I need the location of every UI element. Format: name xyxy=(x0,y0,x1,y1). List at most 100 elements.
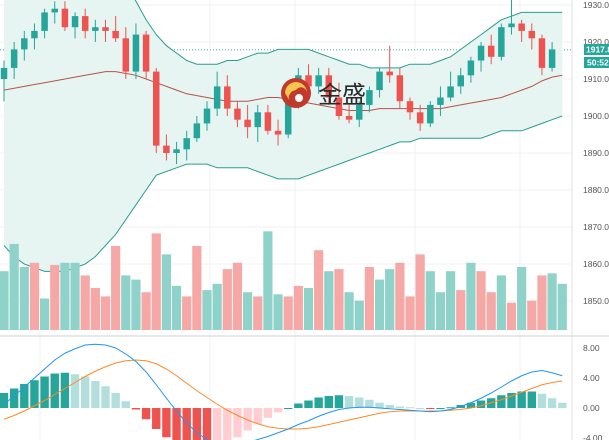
macd-axis[interactable]: 8.00 4.00 0.00 -4.00 xyxy=(583,343,603,440)
candle-body xyxy=(437,97,444,105)
volume-bar xyxy=(476,271,486,330)
candle xyxy=(508,0,515,35)
macd-histogram-bar xyxy=(415,408,425,409)
volume-bar xyxy=(283,296,293,330)
bollinger-band xyxy=(3,0,563,272)
macd-histogram-bar xyxy=(162,408,171,438)
volume-bar xyxy=(517,267,527,330)
last-price-tag: 1917.89 50:52 xyxy=(584,44,609,68)
macd-histogram-bar xyxy=(9,388,19,408)
candle xyxy=(518,19,525,42)
bollinger-upper-line xyxy=(134,0,563,69)
bollinger-lower-line xyxy=(3,115,563,272)
candle xyxy=(203,101,211,131)
candle xyxy=(315,67,322,94)
candle-body xyxy=(274,130,282,135)
volume-bar xyxy=(141,292,151,330)
volume-bar xyxy=(9,243,19,330)
volume-bar xyxy=(212,283,222,330)
volume-bar xyxy=(29,262,40,330)
volume-bar xyxy=(70,262,80,330)
volume-bar xyxy=(293,285,303,330)
macd-histogram-bar xyxy=(131,408,141,410)
volume-bar xyxy=(131,279,141,330)
macd-histogram-bar xyxy=(436,408,445,409)
macd-histogram-bar xyxy=(537,393,547,408)
volume-bar xyxy=(202,290,212,330)
candle xyxy=(244,104,251,139)
countdown-tag-bg xyxy=(584,57,609,68)
volume-bars xyxy=(0,231,567,330)
volume-bar xyxy=(527,300,537,330)
candle-body xyxy=(498,27,505,57)
candle xyxy=(71,12,79,39)
volume-bar xyxy=(496,275,506,330)
candle-body xyxy=(264,112,272,131)
candle xyxy=(345,104,353,124)
candle xyxy=(254,104,261,142)
macd-histogram-bar xyxy=(405,407,415,409)
candle xyxy=(477,42,485,72)
price-candles[interactable] xyxy=(0,0,556,165)
candle xyxy=(142,30,150,79)
macd-histogram-bar xyxy=(476,400,486,408)
candle-body xyxy=(427,104,434,124)
macd-histogram-bar xyxy=(355,397,364,408)
candle-body xyxy=(10,49,18,68)
candle-body xyxy=(0,67,8,79)
candle-body xyxy=(41,12,48,31)
macd-histogram-bar xyxy=(182,408,191,440)
macd-line xyxy=(3,343,563,440)
candle-body xyxy=(254,112,261,128)
candle-body xyxy=(345,116,353,120)
volume-bar xyxy=(374,279,385,330)
candle-body xyxy=(508,23,515,28)
volume-bar xyxy=(0,271,9,330)
candle xyxy=(437,86,444,116)
price-tick-label: 1880.00 xyxy=(583,185,609,195)
macd-histogram-bar xyxy=(294,403,303,408)
volume-bar xyxy=(232,262,243,330)
candle-body xyxy=(71,16,79,28)
candle xyxy=(10,42,18,79)
candle-body xyxy=(447,86,454,98)
macd-histogram-bar xyxy=(527,391,536,408)
candle-body xyxy=(457,75,464,87)
macd-histogram-bar xyxy=(202,408,212,440)
volume-bar xyxy=(324,271,334,330)
volume-bar xyxy=(415,254,425,330)
macd-histogram-bar xyxy=(507,393,516,408)
last-price-tag-bg xyxy=(584,44,609,55)
candle-body xyxy=(477,45,485,61)
candle xyxy=(406,97,414,120)
volume-bar xyxy=(506,302,517,330)
volume-bar xyxy=(100,296,111,330)
candle xyxy=(325,67,333,105)
volume-bar xyxy=(273,294,283,330)
price-axis[interactable]: 1930.00 1920.00 1910.00 1900.00 1890.00 1880.… xyxy=(583,0,609,306)
candle xyxy=(193,116,201,142)
macd-tick-label: 0.00 xyxy=(583,403,600,413)
candle-body xyxy=(132,34,140,72)
countdown-label: 50:52 xyxy=(587,58,609,68)
volume-bar xyxy=(395,262,405,330)
volume-bar xyxy=(354,300,364,330)
macd-histogram-bar xyxy=(70,374,80,408)
candle xyxy=(102,19,109,42)
volume-bar xyxy=(466,262,476,330)
volume-bar xyxy=(80,275,90,330)
candle-body xyxy=(51,8,58,13)
volume-bar xyxy=(303,288,314,330)
candle-body xyxy=(467,60,475,76)
volume-bar xyxy=(171,285,182,330)
candle-body xyxy=(315,75,322,87)
price-tick-label: 1900.00 xyxy=(583,111,609,121)
candle-body xyxy=(213,86,221,109)
candle xyxy=(356,101,363,128)
macd-histogram-bar xyxy=(365,399,374,408)
macd-histogram-bar xyxy=(101,386,110,408)
candle-body xyxy=(224,86,231,109)
candle-body xyxy=(386,71,393,76)
candle-body xyxy=(528,30,536,39)
